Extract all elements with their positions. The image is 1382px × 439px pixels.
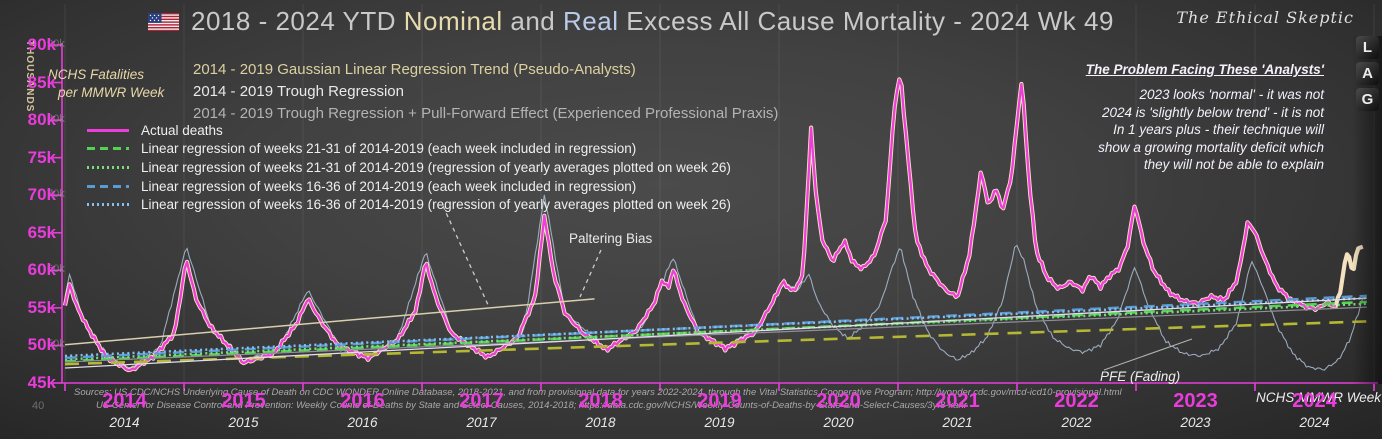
y-axis-tick-label: 90k <box>27 35 56 54</box>
y-axis-tick-label: 80k <box>27 110 56 130</box>
y-axis-tick-label: 60k <box>27 260 56 280</box>
legend-item: Linear regression of weeks 21-31 of 2014… <box>86 158 731 177</box>
dashed-line-swatch-icon <box>87 184 129 188</box>
y-axis-tick-label: 75k <box>27 147 56 167</box>
y-axis-unit-label: THOUSANDS <box>24 40 35 113</box>
annotation-text-line: show a growing mortality deficit which <box>1098 139 1324 155</box>
x-axis-year-label-secondary: 2024 <box>1299 415 1330 430</box>
x-axis-year-label-primary: 2023 <box>1173 390 1218 412</box>
paltering-leader-line-1 <box>442 205 490 308</box>
dotted-line-swatch-icon <box>87 165 129 169</box>
legend-item-label: Linear regression of weeks 21-31 of 2014… <box>141 141 637 157</box>
dotted-line-swatch-icon <box>87 203 129 207</box>
x-axis-year-label-secondary: 2015 <box>228 415 259 430</box>
x-axis-year-label-primary: 2016 <box>340 390 385 412</box>
y-axis-tick-label: 65k <box>27 222 56 242</box>
lag-letter-badge: G <box>1356 88 1379 111</box>
regression-method-legend-item: 2014 - 2019 Trough Regression <box>193 83 404 100</box>
x-axis-year-label-primary: 2015 <box>221 390 266 412</box>
trough_regression <box>64 297 1367 369</box>
source-citation: Sources: US CDC/NCHS Underlying Cause of… <box>74 387 1122 411</box>
annotation-text-line: 2024 is 'slightly below trend' - it is n… <box>1101 104 1324 120</box>
x-axis-year-label-secondary: 2023 <box>1180 415 1211 430</box>
page-title: 2018 - 2024 YTD Nominal and Real Excess … <box>191 6 1114 36</box>
legend-item-label: Linear regression of weeks 16-36 of 2014… <box>141 197 731 213</box>
y-axis-ghost-label: 40 <box>32 400 45 412</box>
x-axis-year-label-primary: 2022 <box>1054 390 1099 412</box>
title-word-nominal: Nominal <box>403 6 503 36</box>
paltering-leader-line-2 <box>579 249 602 298</box>
x-axis-year-label-secondary: 2016 <box>347 415 378 430</box>
y-axis-tick-label: 45k <box>27 373 56 392</box>
x-axis-year-label-primary: 2018 <box>578 390 623 412</box>
x-axis-year-label-secondary: 2014 <box>109 415 140 430</box>
y-axis-caption: NCHS Fatalities per MMWR Week <box>48 67 165 100</box>
lag-letter-badge: A <box>1356 62 1379 85</box>
y-axis-tick-label: 70k <box>27 185 56 205</box>
legend-item: Linear regression of weeks 21-31 of 2014… <box>86 140 731 159</box>
y-axis-ghost-label: 60k <box>47 263 65 276</box>
annotation-text-line: they will not be able to explain <box>1143 157 1324 172</box>
legend-item-label: Actual deaths <box>141 122 223 138</box>
y-axis-ghost-label: 50k <box>47 338 65 351</box>
x-axis-year-label-primary: 2019 <box>697 390 742 412</box>
legend-item: Actual deaths <box>86 121 731 140</box>
y-axis-ghost-label: 70k <box>47 188 65 201</box>
trough_regression_plus_pfe <box>64 306 1367 363</box>
legend-item: Linear regression of weeks 16-36 of 2014… <box>86 177 731 196</box>
regression-method-legend-item: 2014 - 2019 Gaussian Linear Regression T… <box>193 61 636 78</box>
green_dotted_wk21_31_yearly_avg <box>64 302 1367 361</box>
legend-item-label: Linear regression of weeks 21-31 of 2014… <box>141 159 731 175</box>
legend-item: Linear regression of weeks 16-36 of 2014… <box>86 195 731 214</box>
legend-item-label: Linear regression of weeks 16-36 of 2014… <box>141 178 637 194</box>
y-axis-tick-label: 85k <box>27 72 56 92</box>
regression-method-legend: 2014 - 2019 Gaussian Linear Regression T… <box>193 59 778 125</box>
x-axis-year-label-secondary: 2019 <box>704 415 735 430</box>
dashed-line-swatch-icon <box>87 147 129 151</box>
regression-method-legend-item: 2014 - 2019 Trough Regression + Pull-For… <box>193 105 779 122</box>
x-axis-year-label-secondary: 2020 <box>823 415 854 430</box>
annotation-text-line: 2023 looks 'normal' - it was not <box>1139 87 1325 102</box>
x-axis-year-label-primary: 2020 <box>816 390 861 412</box>
series-legend: Actual deaths Linear regression of weeks … <box>86 121 731 214</box>
lag-letter-badge: L <box>1356 36 1379 59</box>
yellow_dashed_regression <box>64 320 1367 366</box>
x-axis-year-label-primary: 2014 <box>102 390 147 412</box>
us-flag-icon <box>148 12 179 31</box>
x-axis-caption: NCHS MMWR Week <box>1256 390 1382 405</box>
annotation-title: The Problem Facing These 'Analysts' <box>1085 62 1324 77</box>
chart-title: 2018 - 2024 YTD Nominal and Real Excess … <box>148 6 1114 37</box>
pfe-leader-line <box>1103 338 1193 371</box>
watermark-ethical-skeptic: The Ethical Skeptic <box>1176 8 1354 27</box>
blue_dotted_wk16_36_yearly_avg <box>64 296 1367 358</box>
y-axis-tick-label: 50k <box>27 335 56 355</box>
solid-line-swatch-icon <box>87 128 129 132</box>
x-axis-year-label-primary: 2017 <box>459 390 504 412</box>
x-axis-year-label-secondary: 2018 <box>585 415 616 430</box>
y-axis-ghost-label: 80k <box>47 113 65 126</box>
pfe-fading-annotation: PFE (Fading) <box>1100 369 1181 384</box>
annotation-text-line: In 1 years plus - their technique will <box>1113 122 1324 137</box>
y-axis-ghost-label: 90k <box>47 38 65 50</box>
gaussian_linear_regression_trend <box>64 298 595 346</box>
x-axis-year-label-secondary: 2021 <box>942 415 973 430</box>
x-axis-year-label-secondary: 2022 <box>1061 415 1092 430</box>
y-axis-tick-label: 55k <box>27 297 56 317</box>
x-axis-year-label-primary: 2024 <box>1292 390 1337 412</box>
title-word-real: Real <box>563 6 619 36</box>
x-axis-year-label-secondary: 2017 <box>466 415 497 430</box>
x-axis-year-label-primary: 2021 <box>935 390 980 412</box>
paltering-bias-annotation: Paltering Bias <box>569 231 653 246</box>
analyst-problem-annotation: The Problem Facing These 'Analysts' 2023… <box>1076 62 1324 174</box>
